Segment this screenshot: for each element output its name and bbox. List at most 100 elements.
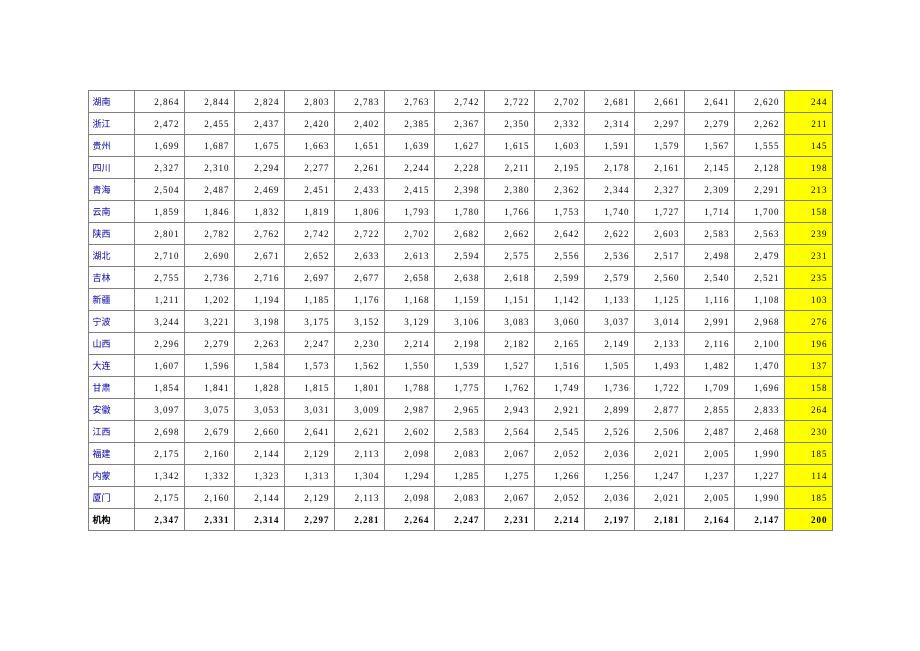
cell-value: 2,160 [184, 487, 234, 509]
cell-value: 2,899 [584, 399, 634, 421]
table-row: 吉林2,7552,7362,7162,6972,6772,6582,6382,6… [88, 267, 832, 289]
cell-value: 1,709 [684, 377, 734, 399]
cell-value: 2,129 [284, 487, 334, 509]
row-label: 江西 [88, 421, 134, 443]
cell-value: 1,722 [634, 377, 684, 399]
table-row: 大连1,6071,5961,5841,5731,5621,5501,5391,5… [88, 355, 832, 377]
cell-value: 1,562 [334, 355, 384, 377]
cell-value: 2,036 [584, 443, 634, 465]
row-label: 云南 [88, 201, 134, 223]
table-row: 厦门2,1752,1602,1442,1292,1132,0982,0832,0… [88, 487, 832, 509]
cell-value: 1,142 [534, 289, 584, 311]
cell-value: 1,176 [334, 289, 384, 311]
cell-value: 2,681 [584, 91, 634, 113]
cell-highlight: 244 [784, 91, 832, 113]
cell-value: 3,198 [234, 311, 284, 333]
cell-value: 2,327 [634, 179, 684, 201]
table-row: 陕西2,8012,7822,7622,7422,7222,7022,6822,6… [88, 223, 832, 245]
cell-value: 2,263 [234, 333, 284, 355]
table-row: 安徽3,0973,0753,0533,0313,0092,9872,9652,9… [88, 399, 832, 421]
cell-value: 1,806 [334, 201, 384, 223]
cell-value: 2,291 [734, 179, 784, 201]
cell-value: 1,591 [584, 135, 634, 157]
cell-value: 1,470 [734, 355, 784, 377]
cell-value: 2,641 [684, 91, 734, 113]
cell-value: 2,195 [534, 157, 584, 179]
cell-value: 2,145 [684, 157, 734, 179]
cell-value: 3,053 [234, 399, 284, 421]
cell-value: 2,129 [284, 443, 334, 465]
row-label: 山西 [88, 333, 134, 355]
table-row: 福建2,1752,1602,1442,1292,1132,0982,0832,0… [88, 443, 832, 465]
cell-value: 1,247 [634, 465, 684, 487]
cell-value: 2,231 [484, 509, 534, 531]
cell-value: 2,702 [384, 223, 434, 245]
cell-value: 1,736 [584, 377, 634, 399]
row-label: 贵州 [88, 135, 134, 157]
cell-value: 2,864 [134, 91, 184, 113]
cell-value: 1,527 [484, 355, 534, 377]
cell-highlight: 137 [784, 355, 832, 377]
cell-value: 2,005 [684, 443, 734, 465]
cell-value: 2,536 [584, 245, 634, 267]
cell-value: 2,067 [484, 487, 534, 509]
cell-value: 2,297 [284, 509, 334, 531]
row-label: 宁波 [88, 311, 134, 333]
table-row: 山西2,2962,2792,2632,2472,2302,2142,1982,1… [88, 333, 832, 355]
cell-value: 2,638 [434, 267, 484, 289]
cell-value: 2,296 [134, 333, 184, 355]
cell-value: 2,175 [134, 487, 184, 509]
cell-value: 2,690 [184, 245, 234, 267]
cell-value: 1,859 [134, 201, 184, 223]
cell-value: 1,990 [734, 487, 784, 509]
cell-value: 2,161 [634, 157, 684, 179]
cell-value: 2,181 [634, 509, 684, 531]
cell-value: 2,579 [584, 267, 634, 289]
cell-value: 1,766 [484, 201, 534, 223]
cell-value: 2,556 [534, 245, 584, 267]
cell-value: 1,627 [434, 135, 484, 157]
cell-value: 1,482 [684, 355, 734, 377]
cell-value: 1,151 [484, 289, 534, 311]
cell-value: 2,679 [184, 421, 234, 443]
cell-value: 1,819 [284, 201, 334, 223]
row-label: 安徽 [88, 399, 134, 421]
cell-value: 2,350 [484, 113, 534, 135]
cell-highlight: 185 [784, 487, 832, 509]
cell-value: 2,310 [184, 157, 234, 179]
cell-value: 2,801 [134, 223, 184, 245]
cell-highlight: 114 [784, 465, 832, 487]
cell-value: 1,133 [584, 289, 634, 311]
cell-value: 1,846 [184, 201, 234, 223]
cell-value: 2,943 [484, 399, 534, 421]
cell-value: 2,415 [384, 179, 434, 201]
cell-value: 2,264 [384, 509, 434, 531]
cell-value: 2,367 [434, 113, 484, 135]
cell-value: 2,991 [684, 311, 734, 333]
cell-value: 1,516 [534, 355, 584, 377]
cell-value: 2,362 [534, 179, 584, 201]
cell-value: 2,175 [134, 443, 184, 465]
cell-value: 3,009 [334, 399, 384, 421]
cell-value: 3,060 [534, 311, 584, 333]
cell-value: 2,855 [684, 399, 734, 421]
cell-value: 2,021 [634, 443, 684, 465]
row-label: 甘肃 [88, 377, 134, 399]
cell-value: 2,563 [734, 223, 784, 245]
cell-value: 2,433 [334, 179, 384, 201]
cell-value: 1,753 [534, 201, 584, 223]
cell-value: 2,736 [184, 267, 234, 289]
cell-value: 2,380 [484, 179, 534, 201]
cell-value: 3,175 [284, 311, 334, 333]
cell-value: 3,031 [284, 399, 334, 421]
cell-value: 2,149 [584, 333, 634, 355]
cell-value: 1,699 [134, 135, 184, 157]
cell-value: 2,347 [134, 509, 184, 531]
table-row: 湖北2,7102,6902,6712,6522,6332,6132,5942,5… [88, 245, 832, 267]
cell-value: 1,727 [634, 201, 684, 223]
cell-value: 2,144 [234, 487, 284, 509]
cell-value: 1,304 [334, 465, 384, 487]
cell-value: 1,749 [534, 377, 584, 399]
table-row: 浙江2,4722,4552,4372,4202,4022,3852,3672,3… [88, 113, 832, 135]
cell-highlight: 158 [784, 201, 832, 223]
